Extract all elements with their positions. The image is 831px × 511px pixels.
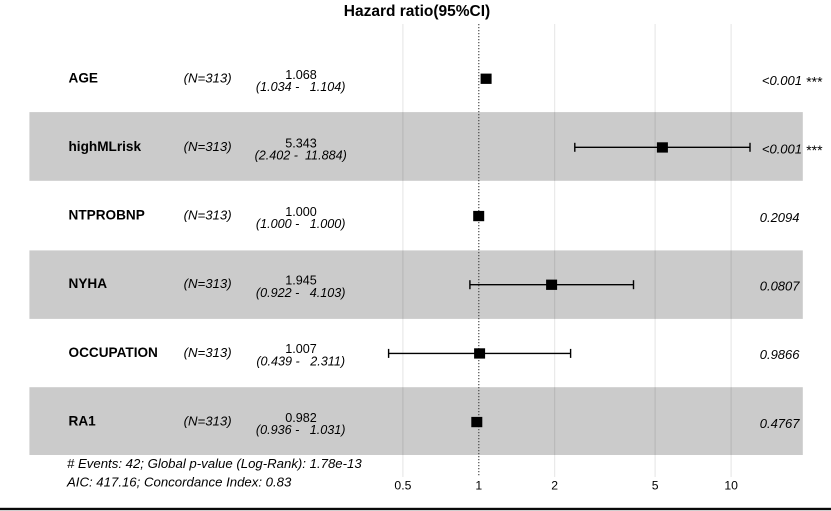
- svg-text:0.2094: 0.2094: [760, 210, 800, 225]
- svg-text:0.9866: 0.9866: [760, 347, 801, 362]
- svg-text:1.945: 1.945: [285, 274, 317, 288]
- svg-text:AIC: 417.16; Concordance Index: AIC: 417.16; Concordance Index: 0.83: [66, 475, 292, 490]
- svg-text:0.4767: 0.4767: [760, 416, 801, 431]
- svg-text:5.343: 5.343: [285, 136, 317, 150]
- svg-text:# Events: 42; Global p-value (: # Events: 42; Global p-value (Log-Rank):…: [67, 456, 362, 471]
- svg-text:***: ***: [806, 73, 823, 89]
- svg-text:(1.034 - 1.104): (1.034 - 1.104): [256, 80, 346, 94]
- svg-text:NYHA: NYHA: [69, 276, 108, 291]
- svg-text:(N=313): (N=313): [184, 70, 232, 85]
- svg-text:NTPROBNP: NTPROBNP: [69, 208, 145, 223]
- svg-text:(N=313): (N=313): [184, 413, 232, 428]
- svg-text:1.000: 1.000: [285, 205, 317, 219]
- svg-text:1.007: 1.007: [285, 342, 317, 356]
- svg-text:5: 5: [652, 479, 659, 493]
- svg-text:(2.402 - 11.884): (2.402 - 11.884): [255, 149, 347, 163]
- svg-text:Hazard ratio(95%CI): Hazard ratio(95%CI): [344, 3, 490, 20]
- svg-text:(1.000 - 1.000): (1.000 - 1.000): [256, 217, 346, 231]
- svg-text:highMLrisk: highMLrisk: [69, 139, 142, 154]
- svg-text:1: 1: [475, 479, 482, 493]
- svg-text:AGE: AGE: [69, 70, 98, 85]
- svg-text:(N=313): (N=313): [184, 345, 232, 360]
- svg-text:(N=313): (N=313): [184, 276, 232, 291]
- svg-text:<0.001: <0.001: [762, 73, 802, 88]
- svg-text:OCCUPATION: OCCUPATION: [69, 345, 158, 360]
- svg-text:(N=313): (N=313): [184, 208, 232, 223]
- svg-text:<0.001: <0.001: [762, 141, 802, 156]
- svg-text:2: 2: [551, 479, 558, 493]
- svg-text:0.5: 0.5: [394, 479, 411, 493]
- svg-text:(N=313): (N=313): [184, 139, 232, 154]
- svg-text:RA1: RA1: [69, 413, 97, 428]
- svg-text:0.982: 0.982: [285, 411, 317, 425]
- svg-text:(0.922 - 4.103): (0.922 - 4.103): [256, 286, 346, 300]
- svg-text:***: ***: [806, 142, 823, 158]
- svg-text:1.068: 1.068: [285, 68, 317, 82]
- svg-text:0.0807: 0.0807: [760, 279, 801, 294]
- svg-text:(0.439 - 2.311): (0.439 - 2.311): [256, 354, 345, 368]
- svg-text:(0.936 - 1.031): (0.936 - 1.031): [256, 423, 346, 437]
- svg-text:10: 10: [724, 479, 738, 493]
